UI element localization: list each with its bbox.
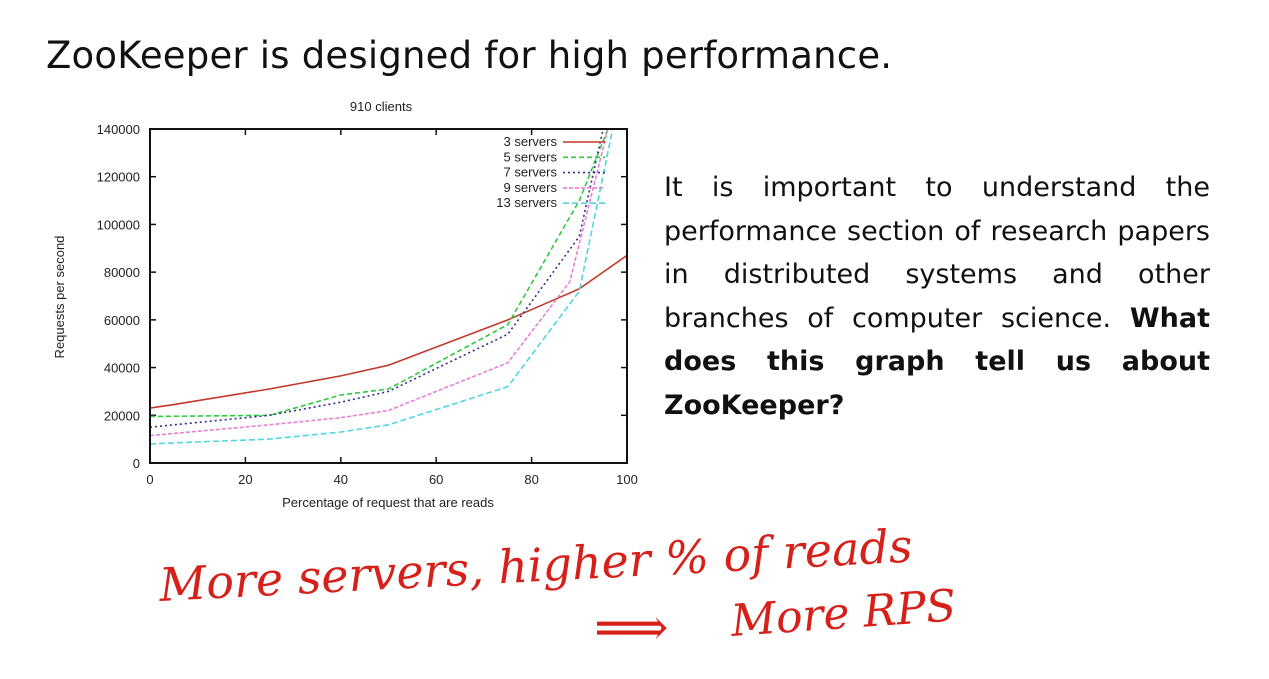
legend-label: 3 servers [504,134,558,149]
series-line-7-servers [150,129,604,428]
x-tick-label: 0 [146,472,153,487]
y-tick-label: 120000 [97,170,140,185]
series-line-5-servers [150,129,609,418]
legend-label: 7 servers [504,165,558,180]
slide-title: ZooKeeper is designed for high performan… [46,34,893,77]
y-tick-label: 140000 [97,122,140,137]
series-line-3-servers [150,254,627,409]
paragraph-text: It is important to understand the perfor… [664,172,1210,334]
chart-axes: 0 20000 40000 60000 80000 100000 120000 140000 0… [97,122,638,487]
question-text: What does this graph tell us about ZooKe… [664,302,1210,421]
annotation-arrow: ⟹ [594,598,669,658]
x-tick-label: 100 [616,472,638,487]
x-tick-label: 80 [524,472,538,487]
y-tick-label: 80000 [104,265,140,280]
y-tick-label: 40000 [104,361,140,376]
y-tick-label: 60000 [104,313,140,328]
plot-frame [149,128,628,464]
line-chart: 910 clients 0 20000 40000 60000 80000 100000 1… [52,99,638,510]
x-tick-label: 60 [429,472,443,487]
annotation-line-2: More RPS [728,580,957,647]
y-axis-label: Requests per second [52,236,67,359]
chart-title: 910 clients [350,99,413,114]
x-axis-label: Percentage of request that are reads [282,495,494,510]
x-tick-label: 40 [334,472,348,487]
y-tick-label: 100000 [97,217,140,232]
legend-label: 9 servers [504,180,558,195]
legend-label: 5 servers [504,149,558,164]
y-tick-label: 20000 [104,408,140,423]
chart-series [150,129,627,445]
y-tick-label: 0 [133,456,140,471]
series-line-13-servers [150,129,614,445]
legend-label: 13 servers [496,195,557,210]
body-paragraph: It is important to understand the perfor… [664,166,1210,428]
x-tick-label: 20 [238,472,252,487]
series-line-9-servers [150,129,609,437]
